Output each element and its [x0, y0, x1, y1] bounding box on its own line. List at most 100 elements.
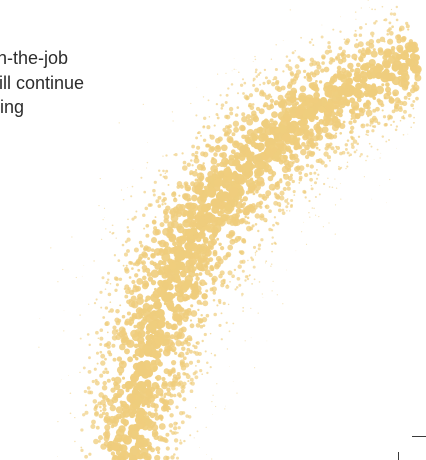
arc-dot	[80, 446, 83, 449]
arc-dot	[246, 277, 250, 281]
arc-dot	[232, 217, 236, 221]
arc-dot	[99, 328, 104, 332]
arc-dot	[200, 134, 202, 137]
arc-dot	[122, 264, 125, 267]
arc-dot	[205, 223, 215, 233]
arc-dot	[349, 108, 356, 115]
arc-dot	[385, 202, 387, 204]
arc-dot	[122, 198, 125, 201]
arc-dot	[184, 337, 189, 342]
arc-dot	[100, 238, 103, 241]
arc-dot	[365, 123, 369, 127]
arc-dot	[141, 261, 144, 264]
arc-dot	[274, 181, 280, 187]
arc-dot	[217, 114, 219, 117]
arc-dot	[190, 159, 193, 162]
arc-dot	[146, 425, 153, 432]
arc-dot	[99, 409, 102, 412]
arc-dot	[152, 365, 158, 371]
arc-dot	[100, 306, 103, 309]
arc-dot	[320, 35, 324, 39]
arc-dot	[61, 378, 62, 380]
arc-dot	[228, 330, 231, 333]
arc-dot	[144, 299, 148, 303]
arc-dot	[178, 194, 181, 197]
arc-dot	[98, 205, 100, 207]
arc-dot	[147, 257, 151, 261]
arc-dot	[232, 120, 240, 127]
arc-dot	[388, 97, 395, 104]
arc-dot	[146, 142, 148, 143]
arc-dot	[152, 289, 161, 299]
arc-dot	[213, 124, 216, 127]
arc-dot	[187, 380, 190, 383]
arc-dot	[150, 269, 160, 278]
arc-dot	[390, 123, 393, 127]
arc-dot	[345, 102, 350, 107]
arc-dot	[110, 451, 116, 456]
arc-dot	[238, 154, 246, 161]
arc-dot	[299, 115, 303, 120]
arc-dot	[259, 71, 262, 75]
arc-dot	[366, 73, 373, 80]
arc-dot	[359, 26, 363, 30]
arc-dot	[255, 250, 258, 253]
arc-dot	[99, 178, 101, 180]
arc-dot	[220, 338, 223, 341]
arc-dot	[212, 224, 222, 234]
arc-dot	[300, 148, 307, 156]
arc-dot	[115, 450, 121, 456]
arc-dot	[150, 237, 158, 244]
arc-dot	[405, 24, 410, 29]
arc-dot	[88, 452, 92, 456]
arc-dot	[266, 340, 268, 342]
arc-dot	[104, 424, 111, 431]
arc-dot	[301, 108, 312, 119]
arc-dot	[123, 266, 129, 272]
arc-dot	[377, 47, 384, 53]
arc-dot	[224, 408, 226, 410]
arc-dot	[180, 326, 187, 333]
arc-dot	[137, 340, 146, 350]
arc-dot	[113, 276, 118, 281]
arc-dot	[376, 148, 379, 151]
arc-dot	[387, 38, 394, 45]
arc-dot	[346, 151, 350, 155]
arc-dot	[129, 445, 140, 456]
arc-dot	[154, 302, 161, 309]
arc-dot	[233, 126, 240, 133]
arc-dot	[184, 362, 190, 368]
arc-dot	[197, 131, 201, 135]
arc-dot	[232, 170, 238, 176]
arc-dot	[113, 376, 122, 385]
arc-dot	[310, 187, 314, 191]
arc-dot	[338, 165, 340, 168]
arc-dot	[341, 67, 347, 73]
arc-dot	[199, 369, 203, 373]
arc-dot	[334, 178, 336, 180]
arc-dot	[314, 116, 319, 120]
arc-dot	[294, 49, 297, 52]
arc-dot	[111, 377, 116, 382]
arc-dot	[412, 107, 415, 110]
arc-dot	[166, 272, 173, 279]
arc-dot	[298, 182, 301, 184]
arc-dot	[122, 451, 127, 456]
arc-dot	[232, 159, 240, 167]
arc-dot	[270, 263, 273, 265]
arc-dot	[220, 103, 225, 107]
arc-dot	[188, 349, 193, 354]
arc-dot	[244, 215, 247, 219]
arc-dot	[136, 396, 143, 404]
arc-dot	[264, 94, 271, 100]
arc-dot	[408, 97, 411, 101]
arc-dot	[244, 205, 251, 213]
arc-dot	[103, 207, 106, 209]
arc-dot	[100, 360, 106, 366]
arc-dot	[243, 81, 247, 85]
arc-dot	[361, 47, 365, 51]
arc-dot	[387, 114, 392, 120]
arc-dot	[180, 389, 185, 394]
arc-dot	[323, 109, 333, 118]
arc-dot	[181, 411, 186, 415]
